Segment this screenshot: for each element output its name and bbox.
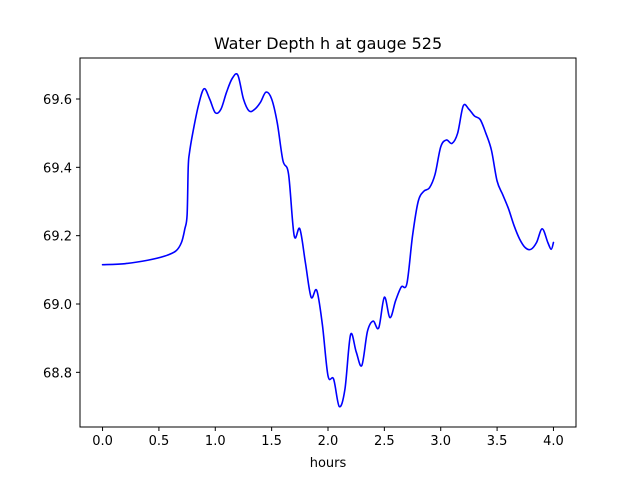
y-tick-label: 69.4 (43, 161, 72, 176)
series-line (101, 72, 555, 408)
chart-title: Water Depth h at gauge 525 (214, 34, 442, 53)
x-tick-label: 3.0 (430, 434, 451, 449)
x-axis-ticks: 0.0 0.5 1.0 1.5 2.0 2.5 3.0 3.5 4.0 (92, 427, 564, 449)
x-tick-label: 2.5 (374, 434, 395, 449)
plot-frame (79, 57, 577, 428)
plot-area (80, 58, 576, 427)
x-tick-label: 1.0 (205, 434, 226, 449)
series-layer (101, 72, 555, 408)
x-tick-label: 1.5 (261, 434, 282, 449)
x-tick-label: 2.0 (318, 434, 339, 449)
y-tick-label: 69.2 (43, 230, 72, 245)
x-tick-label: 3.5 (487, 434, 508, 449)
x-tick-label: 4.0 (543, 434, 564, 449)
y-tick-label: 69.6 (43, 93, 72, 108)
y-tick-label: 69.0 (43, 298, 72, 313)
y-tick-label: 68.8 (43, 366, 72, 381)
x-tick-label: 0.0 (92, 434, 113, 449)
x-axis-label: hours (310, 456, 347, 471)
y-axis-ticks: 68.8 69.0 69.2 69.4 69.6 (43, 93, 80, 381)
x-tick-label: 0.5 (149, 434, 170, 449)
